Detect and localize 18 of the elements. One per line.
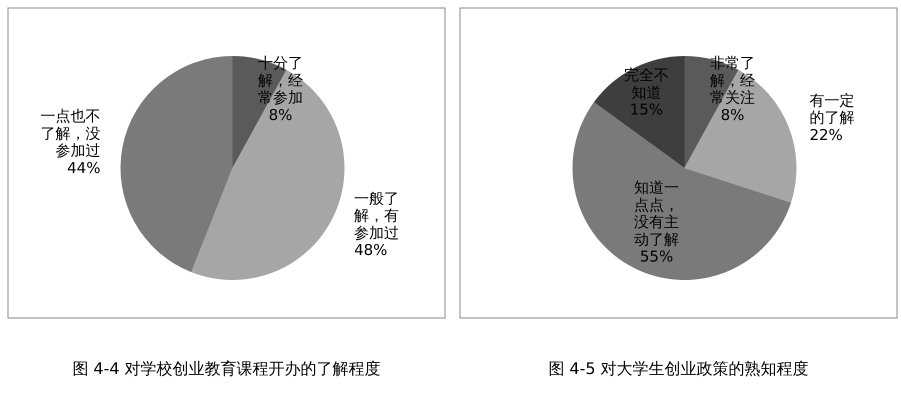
text: 图 4-4 对学校创业教育课程开办的了解程度 <box>72 359 381 378</box>
slice-label: 知道一点点，没有主动了解 <box>634 178 680 248</box>
pie-slice <box>594 56 684 168</box>
data-label: 8% <box>268 106 292 124</box>
pie-slice <box>120 56 232 272</box>
data-label: 15% <box>630 100 664 119</box>
data-label: 44% <box>67 158 100 177</box>
data-label: 48% <box>354 241 388 260</box>
slice-label: 一般了解，有参加过 <box>354 189 400 242</box>
pie-slice <box>684 70 796 203</box>
slice-label: 有一定的了解 <box>809 91 854 127</box>
slice-label: 完全不知道 <box>624 66 669 102</box>
text: 图 4-5 对大学生创业政策的熟知程度 <box>548 359 809 378</box>
data-label: 55% <box>640 248 674 266</box>
data-label: 8% <box>720 106 744 124</box>
data-label: 22% <box>809 126 843 144</box>
pie-slice <box>191 70 344 280</box>
slice-label: 一点也不了解，没参加过 <box>40 107 100 160</box>
